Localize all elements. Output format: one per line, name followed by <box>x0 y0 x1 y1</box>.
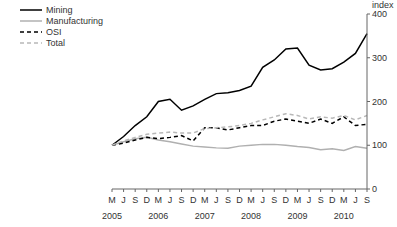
html-text:Total: Total <box>46 37 65 48</box>
svg-text:J: J <box>121 195 126 205</box>
svg-text:S: S <box>318 195 324 205</box>
svg-text:100: 100 <box>372 140 387 150</box>
svg-text:D: D <box>190 195 197 205</box>
svg-text:M: M <box>247 195 255 205</box>
svg-text:2008: 2008 <box>241 211 261 221</box>
svg-text:2007: 2007 <box>195 211 215 221</box>
svg-text:D: D <box>329 195 336 205</box>
html-text:index: index <box>372 0 394 10</box>
svg-text:2010: 2010 <box>334 211 354 221</box>
html-text:Mining: Mining <box>46 4 73 15</box>
svg-text:2005: 2005 <box>102 211 122 221</box>
svg-text:M: M <box>340 195 348 205</box>
html-text:OSI: OSI <box>46 26 62 37</box>
html-text:Manufacturing: Manufacturing <box>46 15 103 26</box>
svg-text:0: 0 <box>372 184 377 194</box>
svg-text:S: S <box>132 195 138 205</box>
svg-text:M: M <box>108 195 116 205</box>
svg-text:J: J <box>353 195 358 205</box>
svg-text:S: S <box>225 195 231 205</box>
svg-text:D: D <box>236 195 243 205</box>
svg-text:S: S <box>271 195 277 205</box>
svg-text:2006: 2006 <box>148 211 168 221</box>
svg-text:S: S <box>364 195 370 205</box>
svg-text:300: 300 <box>372 53 387 63</box>
svg-text:400: 400 <box>372 9 387 19</box>
svg-text:M: M <box>294 195 302 205</box>
svg-text:2009: 2009 <box>287 211 307 221</box>
svg-text:D: D <box>283 195 290 205</box>
svg-text:J: J <box>168 195 173 205</box>
svg-text:M: M <box>201 195 209 205</box>
svg-text:D: D <box>144 195 151 205</box>
svg-text:M: M <box>155 195 163 205</box>
svg-text:S: S <box>179 195 185 205</box>
svg-text:J: J <box>307 195 312 205</box>
svg-text:200: 200 <box>372 97 387 107</box>
svg-text:J: J <box>214 195 219 205</box>
svg-text:J: J <box>260 195 265 205</box>
